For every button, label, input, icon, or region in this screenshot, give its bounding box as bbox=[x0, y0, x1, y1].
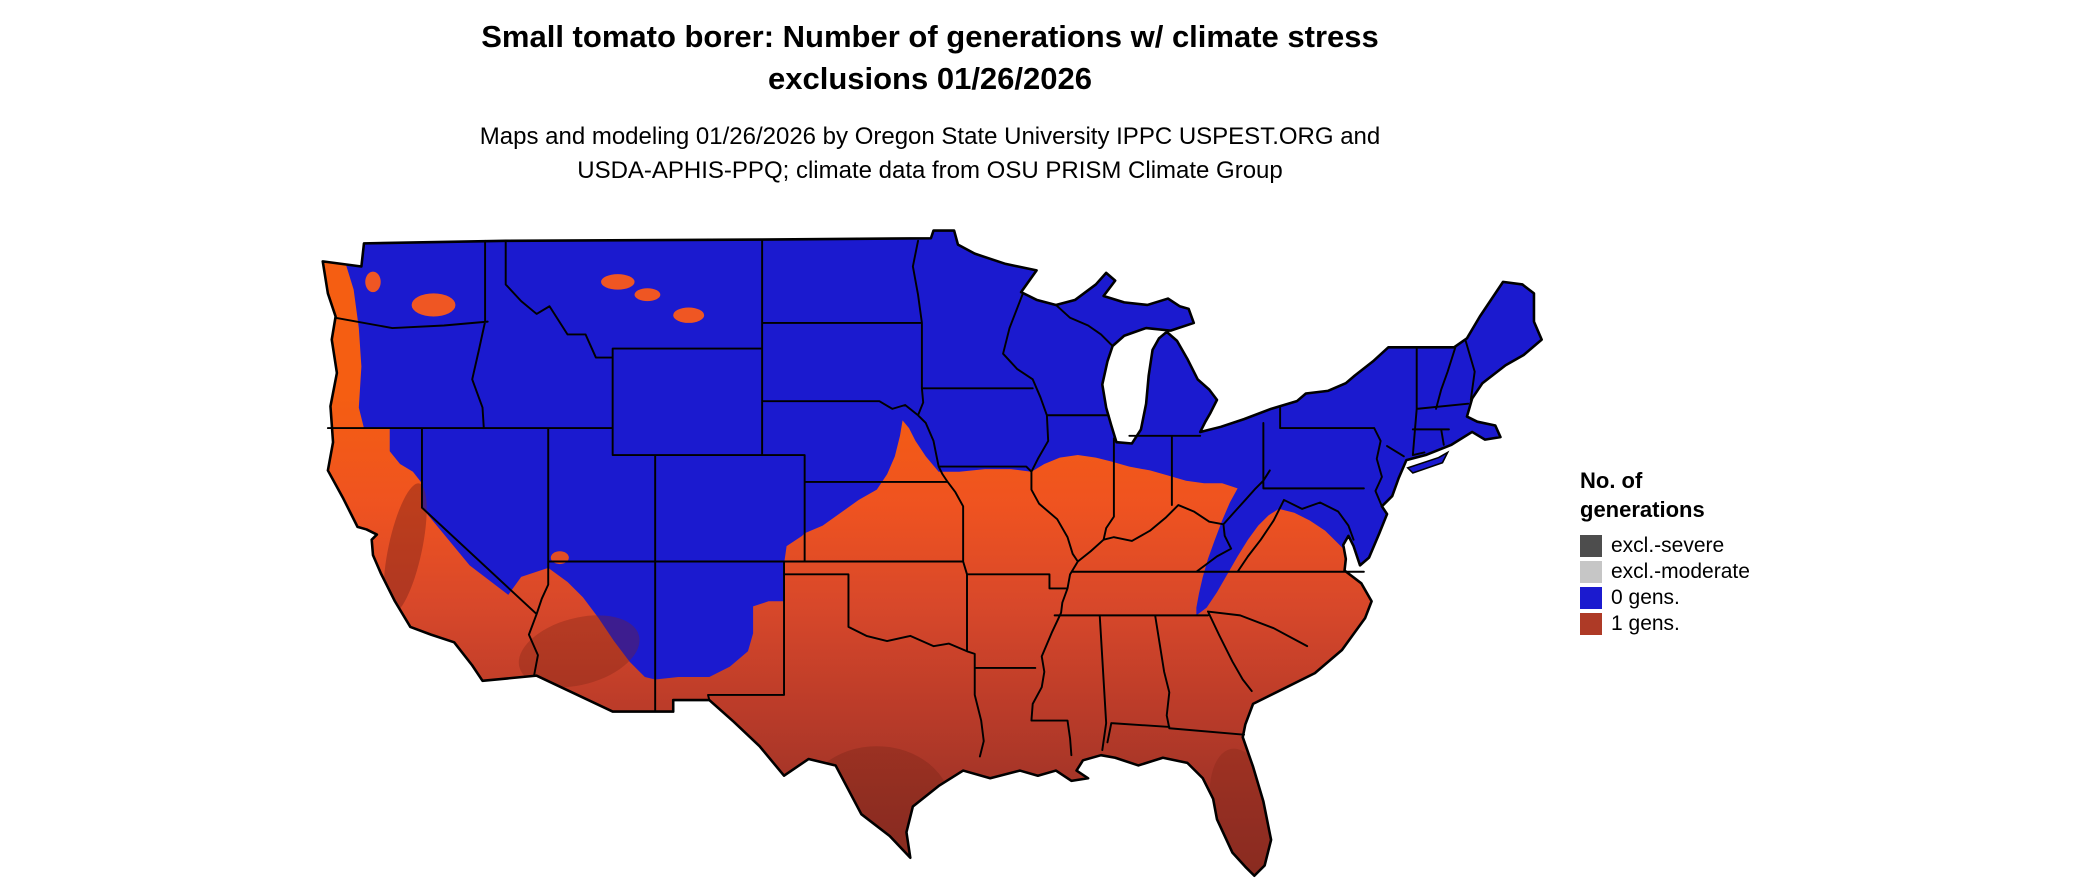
map-subtitle: Maps and modeling 01/26/2026 by Oregon S… bbox=[0, 120, 1860, 188]
hot-zone-central-valley bbox=[383, 483, 427, 615]
map-subtitle-line2: USDA-APHIS-PPQ; climate data from OSU PR… bbox=[577, 157, 1283, 184]
us-generations-map bbox=[315, 228, 1552, 895]
legend-swatch-one-gen bbox=[1580, 613, 1602, 635]
legend-label-excl-moderate: excl.-moderate bbox=[1611, 560, 1750, 583]
legend-swatch-zero-gens bbox=[1580, 587, 1602, 609]
long-island bbox=[1406, 450, 1450, 474]
warm-pocket-montana-1 bbox=[601, 274, 635, 290]
legend-item-excl-moderate: excl.-moderate bbox=[1580, 559, 1840, 585]
legend-title-line1: No. of bbox=[1580, 468, 1643, 493]
legend-label-one-gen: 1 gens. bbox=[1611, 612, 1680, 635]
warm-pocket-montana-2 bbox=[634, 288, 661, 302]
state-borders bbox=[326, 238, 1476, 758]
map-title-line2: exclusions 01/26/2026 bbox=[767, 61, 1092, 96]
hot-zone-south-texas bbox=[802, 746, 952, 870]
warm-pocket-montana-3 bbox=[673, 307, 705, 323]
legend-label-zero-gens: 0 gens. bbox=[1611, 586, 1680, 609]
hot-zone-sw-desert bbox=[518, 615, 640, 688]
map-legend: No. of generations excl.-severe excl.-mo… bbox=[1580, 466, 1840, 637]
legend-title: No. of generations bbox=[1580, 466, 1840, 524]
map-title-line1: Small tomato borer: Number of generation… bbox=[481, 19, 1379, 54]
legend-swatch-excl-severe bbox=[1580, 535, 1602, 557]
legend-label-excl-severe: excl.-severe bbox=[1611, 534, 1725, 557]
us-outline bbox=[321, 229, 1543, 878]
legend-swatch-excl-moderate bbox=[1580, 561, 1602, 583]
map-title: Small tomato borer: Number of generation… bbox=[0, 16, 1860, 100]
legend-item-excl-severe: excl.-severe bbox=[1580, 533, 1840, 559]
legend-title-line2: generations bbox=[1580, 497, 1705, 522]
legend-item-one-gen: 1 gens. bbox=[1580, 611, 1840, 637]
warm-pocket-columbia-basin bbox=[411, 293, 456, 317]
legend-item-zero-gens: 0 gens. bbox=[1580, 585, 1840, 611]
warm-pocket-puget bbox=[365, 271, 381, 293]
map-subtitle-line1: Maps and modeling 01/26/2026 by Oregon S… bbox=[479, 123, 1381, 150]
us-map-svg bbox=[321, 229, 1543, 878]
